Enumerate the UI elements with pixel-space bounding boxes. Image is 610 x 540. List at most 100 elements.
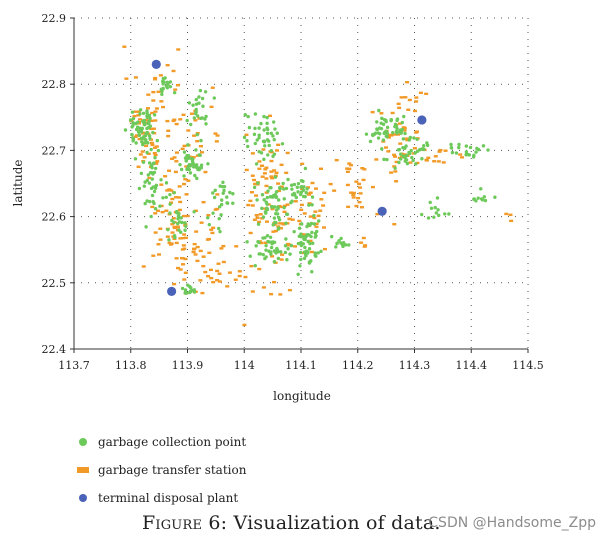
disposal-plant-point xyxy=(417,115,427,125)
collection-point xyxy=(300,222,304,226)
transfer-station-point xyxy=(217,272,222,275)
collection-point xyxy=(194,148,198,152)
collection-point xyxy=(168,202,172,206)
collection-point xyxy=(246,114,250,119)
transfer-station-point xyxy=(154,107,159,110)
transfer-station-point xyxy=(175,225,180,228)
collection-point xyxy=(231,192,235,196)
transfer-station-point xyxy=(194,230,199,233)
collection-point xyxy=(149,147,153,152)
collection-point xyxy=(147,181,152,185)
collection-point xyxy=(301,194,306,199)
transfer-station-point xyxy=(347,162,352,165)
collection-point xyxy=(141,142,145,147)
transfer-station-point xyxy=(154,162,159,165)
transfer-station-point xyxy=(153,76,158,80)
collection-point xyxy=(433,205,437,210)
transfer-station-point xyxy=(156,90,161,94)
collection-point xyxy=(305,251,310,255)
collection-point xyxy=(294,195,299,200)
collection-point xyxy=(131,137,136,141)
collection-point xyxy=(299,243,303,248)
legend-item-disposal-plant: terminal disposal plant xyxy=(76,484,246,512)
collection-point xyxy=(280,142,285,146)
transfer-station-point xyxy=(168,243,173,246)
transfer-station-point xyxy=(158,227,163,230)
transfer-station-point xyxy=(182,144,187,148)
transfer-station-point xyxy=(356,196,361,200)
transfer-station-point xyxy=(170,197,175,201)
collection-point xyxy=(264,248,268,252)
collection-point xyxy=(199,163,204,167)
transfer-station-point xyxy=(167,188,172,191)
collection-point xyxy=(260,193,265,197)
collection-point xyxy=(151,130,155,135)
transfer-station-point xyxy=(158,238,163,241)
collection-point xyxy=(247,125,252,130)
transfer-station-point xyxy=(151,99,156,102)
collection-point xyxy=(253,264,257,268)
collection-point xyxy=(368,139,373,144)
collection-point xyxy=(384,134,388,139)
transfer-station-point xyxy=(145,107,150,110)
collection-point xyxy=(265,234,270,238)
transfer-station-point xyxy=(237,274,242,278)
transfer-station-point xyxy=(153,119,158,122)
transfer-station-point xyxy=(144,121,149,125)
collection-point xyxy=(217,205,222,209)
collection-point xyxy=(221,180,225,185)
transfer-station-point xyxy=(260,175,265,178)
collection-point xyxy=(176,217,180,221)
transfer-station-point xyxy=(263,241,268,244)
transfer-station-point xyxy=(269,292,274,296)
transfer-station-point xyxy=(193,209,198,213)
collection-point xyxy=(313,235,317,239)
transfer-station-point xyxy=(250,152,255,155)
transfer-station-point xyxy=(213,132,218,135)
transfer-station-point xyxy=(386,150,391,153)
transfer-station-point xyxy=(408,161,413,164)
collection-point xyxy=(269,149,274,153)
collection-point xyxy=(303,237,307,242)
collection-point xyxy=(316,251,320,255)
collection-point xyxy=(267,240,271,244)
transfer-station-point xyxy=(150,111,155,115)
transfer-station-point xyxy=(249,191,254,194)
collection-point xyxy=(381,138,386,142)
collection-point xyxy=(301,179,305,184)
collection-point xyxy=(148,116,152,121)
collection-point xyxy=(183,221,187,225)
collection-point xyxy=(145,115,149,120)
transfer-station-point xyxy=(396,102,401,106)
transfer-station-point xyxy=(310,181,315,185)
transfer-station-point xyxy=(159,183,164,186)
transfer-station-point xyxy=(279,163,284,167)
transfer-station-point xyxy=(252,218,257,221)
transfer-station-point xyxy=(184,193,189,196)
collection-point xyxy=(194,107,198,112)
transfer-station-point xyxy=(322,247,327,251)
collection-point xyxy=(330,234,334,239)
transfer-station-point xyxy=(405,81,410,84)
transfer-station-point xyxy=(160,210,165,214)
collection-point xyxy=(257,126,261,130)
transfer-station-point xyxy=(163,175,168,178)
transfer-station-point xyxy=(206,213,211,217)
transfer-station-point xyxy=(193,119,198,122)
collection-point xyxy=(148,136,152,141)
transfer-station-point xyxy=(264,177,269,180)
collection-point xyxy=(160,92,164,97)
collection-point xyxy=(449,146,454,150)
transfer-station-point xyxy=(357,201,362,204)
transfer-station-point xyxy=(181,236,186,240)
collection-point xyxy=(183,291,187,295)
transfer-station-point xyxy=(180,256,185,260)
transfer-station-point xyxy=(215,134,220,137)
x-tick-label: 114 xyxy=(234,359,255,372)
collection-point xyxy=(147,125,151,129)
collection-point xyxy=(199,166,204,170)
transfer-station-point xyxy=(153,212,158,215)
transfer-station-point xyxy=(203,270,208,274)
transfer-station-point xyxy=(321,204,326,207)
transfer-station-point xyxy=(308,239,313,243)
